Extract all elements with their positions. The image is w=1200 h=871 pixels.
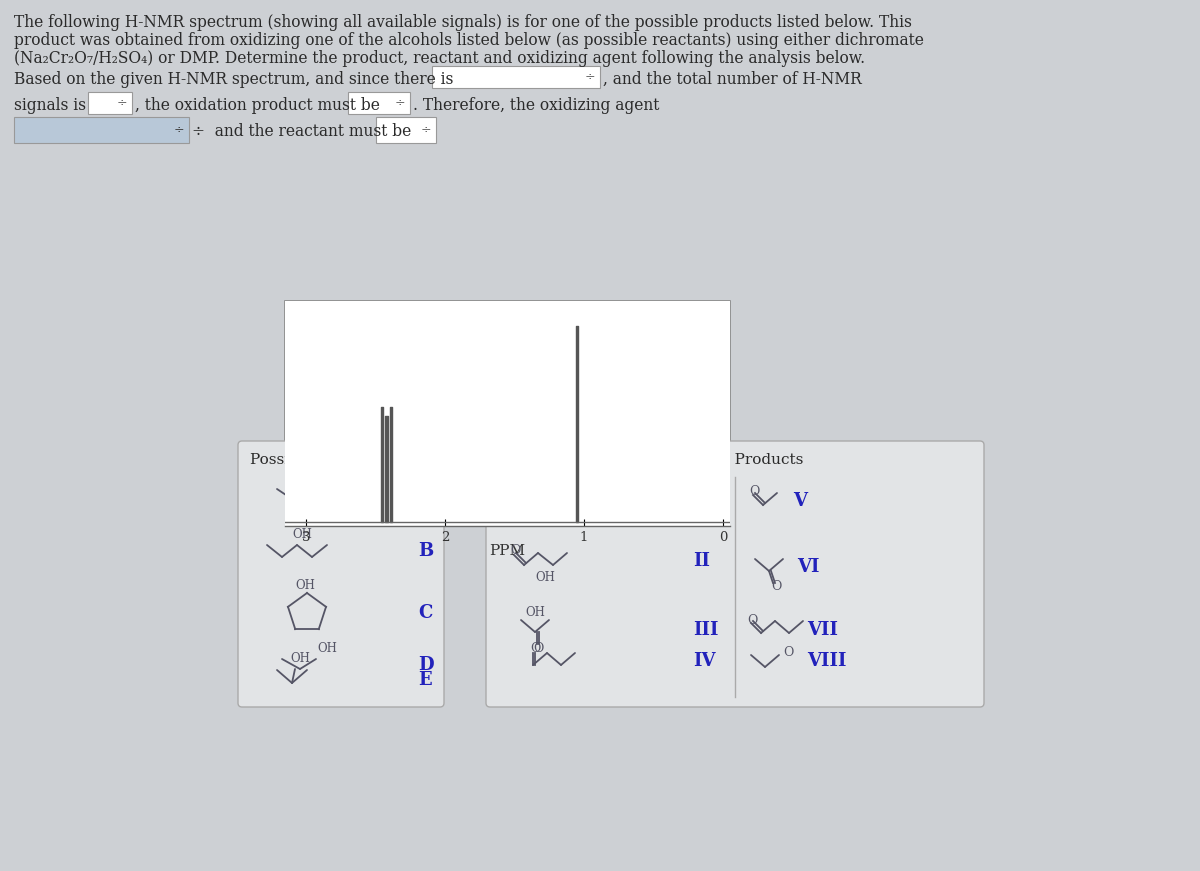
Text: OH: OH bbox=[526, 605, 545, 618]
Bar bbox=[348, 92, 410, 114]
Text: O: O bbox=[510, 544, 521, 557]
Text: O: O bbox=[746, 613, 757, 626]
Text: O: O bbox=[749, 484, 760, 497]
Text: ÷: ÷ bbox=[421, 124, 431, 137]
Text: Possible Products: Possible Products bbox=[667, 453, 803, 467]
Text: O: O bbox=[515, 483, 526, 496]
Bar bbox=[286, 301, 730, 526]
Text: III: III bbox=[694, 621, 719, 639]
Text: ÷: ÷ bbox=[116, 97, 127, 110]
Text: PPM: PPM bbox=[490, 544, 526, 558]
Text: O: O bbox=[530, 643, 540, 656]
Text: OH: OH bbox=[295, 579, 314, 592]
Text: The following H-NMR spectrum (showing all available signals) is for one of the p: The following H-NMR spectrum (showing al… bbox=[14, 14, 912, 31]
Text: OH: OH bbox=[541, 511, 560, 524]
Text: O: O bbox=[533, 642, 544, 654]
Text: Possible Reactants: Possible Reactants bbox=[250, 453, 395, 467]
Text: D: D bbox=[418, 656, 433, 674]
Text: II: II bbox=[694, 552, 710, 570]
Text: O: O bbox=[784, 646, 793, 659]
Bar bbox=[376, 117, 436, 143]
Text: , the oxidation product must be: , the oxidation product must be bbox=[134, 97, 380, 114]
Text: product was obtained from oxidizing one of the alcohols listed below (as possibl: product was obtained from oxidizing one … bbox=[14, 32, 924, 49]
Text: B: B bbox=[418, 542, 433, 560]
Text: I: I bbox=[697, 492, 706, 510]
Text: . Therefore, the oxidizing agent: . Therefore, the oxidizing agent bbox=[413, 97, 659, 114]
Text: ÷: ÷ bbox=[584, 71, 595, 84]
Text: ÷: ÷ bbox=[395, 97, 406, 110]
Text: OH: OH bbox=[310, 472, 329, 485]
Text: OH: OH bbox=[535, 571, 554, 584]
Text: OH: OH bbox=[290, 652, 310, 665]
Text: , and the total number of H-NMR: , and the total number of H-NMR bbox=[604, 71, 862, 88]
Text: V: V bbox=[793, 492, 808, 510]
Text: (Na₂Cr₂O₇/H₂SO₄) or DMP. Determine the product, reactant and oxidizing agent fol: (Na₂Cr₂O₇/H₂SO₄) or DMP. Determine the p… bbox=[14, 50, 865, 67]
Text: O: O bbox=[772, 580, 781, 593]
Text: ÷: ÷ bbox=[174, 124, 185, 137]
Text: A: A bbox=[418, 485, 432, 503]
Text: C: C bbox=[418, 604, 432, 622]
Text: OH: OH bbox=[292, 528, 312, 541]
Text: ÷  and the reactant must be: ÷ and the reactant must be bbox=[192, 123, 412, 140]
Text: Based on the given H-NMR spectrum, and since there is: Based on the given H-NMR spectrum, and s… bbox=[14, 71, 454, 88]
Text: VIII: VIII bbox=[808, 652, 846, 670]
Text: VII: VII bbox=[808, 621, 838, 639]
FancyBboxPatch shape bbox=[486, 441, 984, 707]
Bar bbox=[88, 92, 132, 114]
Bar bbox=[14, 117, 190, 143]
FancyBboxPatch shape bbox=[238, 441, 444, 707]
Text: signals is: signals is bbox=[14, 97, 86, 114]
Text: VI: VI bbox=[797, 558, 820, 576]
Text: OH: OH bbox=[317, 642, 337, 655]
Text: IV: IV bbox=[694, 652, 715, 670]
Text: E: E bbox=[418, 671, 432, 689]
Bar bbox=[432, 66, 600, 88]
